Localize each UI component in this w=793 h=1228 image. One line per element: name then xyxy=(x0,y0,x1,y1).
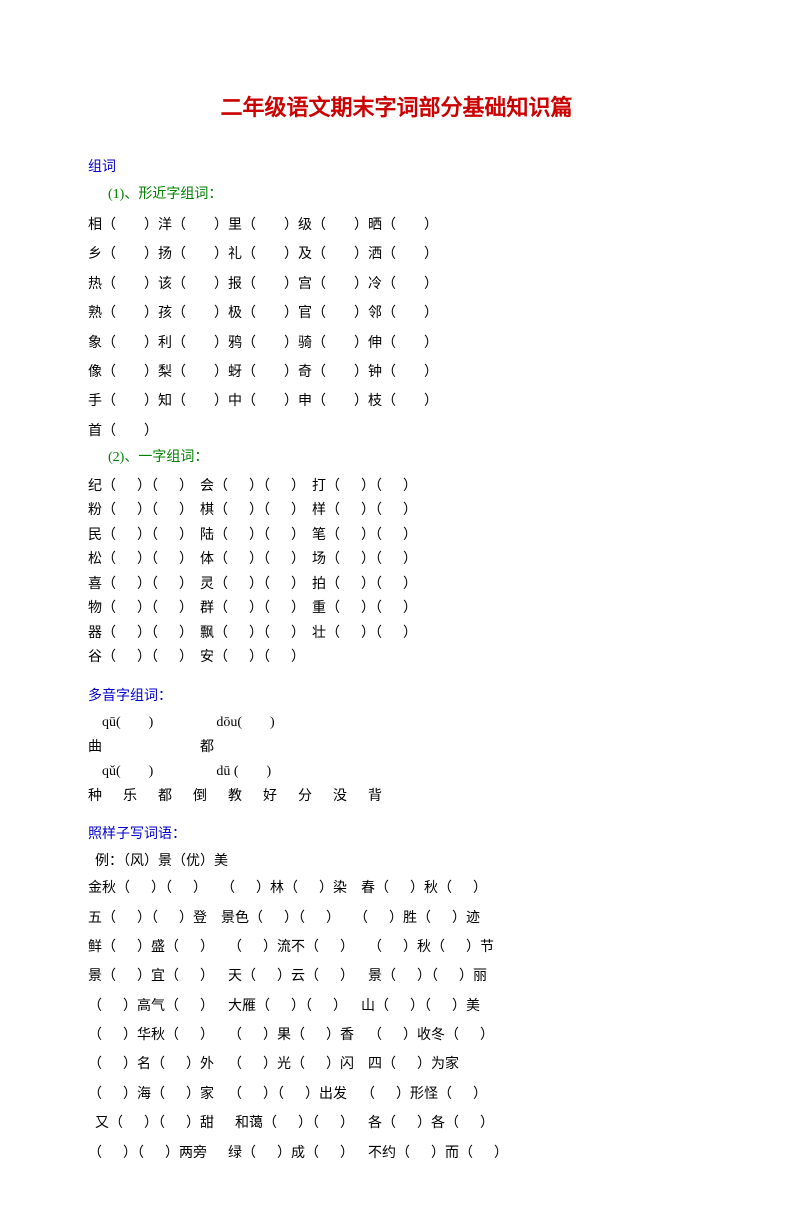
row-1b: 民（ ）（ ） 陆（ ）（ ） 笔（ ）（ ） xyxy=(88,524,705,549)
row-3: （ ）华秋（ ） （ ）果（ ）香 （ ）收冬（ ） xyxy=(88,1021,705,1050)
row-2: 曲 都 xyxy=(88,736,705,761)
row-1a: 热（ ）该（ ）报（ ）宫（ ）冷（ ） xyxy=(88,270,705,299)
example-3: 例：（风）景（优）美 xyxy=(88,850,705,875)
row-2: 种 乐 都 倒 教 好 分 没 背 xyxy=(88,785,705,810)
row-3: （ ）高气（ ） 大雁（ ）（ ） 山（ ）（ ）美 xyxy=(88,992,705,1021)
row-1a: 乡（ ）扬（ ）礼（ ）及（ ）洒（ ） xyxy=(88,240,705,269)
row-3: 金秋（ ）（ ） （ ）林（ ）染 春（ ）秋（ ） xyxy=(88,874,705,903)
row-1b: 粉（ ）（ ） 棋（ ）（ ） 样（ ）（ ） xyxy=(88,499,705,524)
block-2: qū( ) dōu( )曲 都 qǔ( ) dū ( )种 乐 都 倒 教 好 … xyxy=(88,711,705,809)
subsection-1b: (2)、一字组词： xyxy=(108,446,705,471)
block-3: 金秋（ ）（ ） （ ）林（ ）染 春（ ）秋（ ）五（ ）（ ）登 景色（ ）… xyxy=(88,874,705,1168)
row-3: （ ）海（ ）家 （ ）（ ）出发 （ ）形怪（ ） xyxy=(88,1080,705,1109)
block-1a: 相（ ）洋（ ）里（ ）级（ ）晒（ ）乡（ ）扬（ ）礼（ ）及（ ）洒（ ）… xyxy=(88,211,705,446)
block-1b: 纪（ ）（ ） 会（ ）（ ） 打（ ）（ ）粉（ ）（ ） 棋（ ）（ ） 样… xyxy=(88,475,705,671)
row-3: 景（ ）宜（ ） 天（ ）云（ ） 景（ ）（ ）丽 xyxy=(88,962,705,991)
page-title: 二年级语文期末字词部分基础知识篇 xyxy=(88,90,705,122)
row-1b: 器（ ）（ ） 飘（ ）（ ） 壮（ ）（ ） xyxy=(88,622,705,647)
row-3: （ ）（ ）两旁 绿（ ）成（ ） 不约（ ）而（ ） xyxy=(88,1139,705,1168)
row-1b: 物（ ）（ ） 群（ ）（ ） 重（ ）（ ） xyxy=(88,597,705,622)
row-1b: 谷（ ）（ ） 安（ ）（ ） xyxy=(88,646,705,671)
row-2: qū( ) dōu( ) xyxy=(88,711,705,736)
row-1b: 喜（ ）（ ） 灵（ ）（ ） 拍（ ）（ ） xyxy=(88,573,705,598)
row-3: （ ）名（ ）外 （ ）光（ ）闪 四（ ）为家 xyxy=(88,1050,705,1079)
row-1b: 纪（ ）（ ） 会（ ）（ ） 打（ ）（ ） xyxy=(88,475,705,500)
section-zhaoyangzi: 照样子写词语： xyxy=(88,823,705,848)
subsection-1a: (1)、形近字组词： xyxy=(108,183,705,208)
row-3: 鲜（ ）盛（ ） （ ）流不（ ） （ ）秋（ ）节 xyxy=(88,933,705,962)
section-duoyinzi: 多音字组词： xyxy=(88,685,705,710)
row-3: 五（ ）（ ）登 景色（ ）（ ） （ ）胜（ ）迹 xyxy=(88,904,705,933)
row-1a: 象（ ）利（ ）鸦（ ）骑（ ）伸（ ） xyxy=(88,329,705,358)
row-1a: 手（ ）知（ ）中（ ）申（ ）枝（ ） xyxy=(88,387,705,416)
row-1b: 松（ ）（ ） 体（ ）（ ） 场（ ）（ ） xyxy=(88,548,705,573)
worksheet-page: 二年级语文期末字词部分基础知识篇 组词 (1)、形近字组词： 相（ ）洋（ ）里… xyxy=(0,0,793,1228)
row-1a: 熟（ ）孩（ ）极（ ）官（ ）邻（ ） xyxy=(88,299,705,328)
row-3: 又（ ）（ ）甜 和蔼（ ）（ ） 各（ ）各（ ） xyxy=(88,1109,705,1138)
row-1a: 首（ ） xyxy=(88,417,705,446)
row-1a: 相（ ）洋（ ）里（ ）级（ ）晒（ ） xyxy=(88,211,705,240)
row-1a: 像（ ）梨（ ）蚜（ ）奇（ ）钟（ ） xyxy=(88,358,705,387)
section-zuci: 组词 xyxy=(88,156,705,181)
row-2: qǔ( ) dū ( ) xyxy=(88,760,705,785)
